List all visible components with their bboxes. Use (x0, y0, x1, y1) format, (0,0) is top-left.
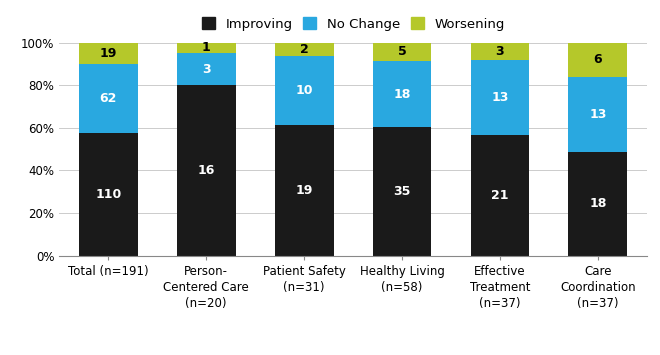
Text: 13: 13 (589, 108, 607, 121)
Bar (177, 43, 236, 53)
Bar (373, 127, 432, 256)
Bar (275, 43, 333, 56)
Text: 110: 110 (95, 188, 121, 201)
Bar (79, 43, 138, 64)
Bar (275, 56, 333, 125)
Text: 18: 18 (393, 88, 411, 100)
Bar (471, 135, 529, 256)
Text: 13: 13 (491, 91, 509, 104)
Text: 6: 6 (593, 53, 602, 66)
Bar (471, 43, 529, 60)
Bar (373, 43, 432, 61)
Text: 35: 35 (393, 185, 411, 198)
Text: 21: 21 (491, 189, 509, 202)
Bar (275, 125, 333, 256)
Bar (177, 85, 236, 256)
Text: 1: 1 (202, 42, 211, 54)
Text: 19: 19 (296, 184, 313, 197)
Bar (79, 133, 138, 256)
Bar (373, 61, 432, 127)
Text: 3: 3 (496, 45, 504, 58)
Text: 16: 16 (197, 164, 215, 177)
Text: 5: 5 (398, 45, 407, 58)
Bar (177, 53, 236, 85)
Legend: Improving, No Change, Worsening: Improving, No Change, Worsening (201, 17, 505, 31)
Text: 62: 62 (100, 92, 117, 105)
Bar (568, 43, 627, 77)
Bar (568, 152, 627, 256)
Text: 2: 2 (300, 43, 308, 56)
Bar (568, 77, 627, 152)
Text: 19: 19 (100, 47, 117, 60)
Bar (471, 60, 529, 135)
Text: 10: 10 (296, 84, 313, 97)
Bar (79, 64, 138, 133)
Text: 18: 18 (589, 197, 607, 210)
Text: 3: 3 (202, 63, 211, 76)
